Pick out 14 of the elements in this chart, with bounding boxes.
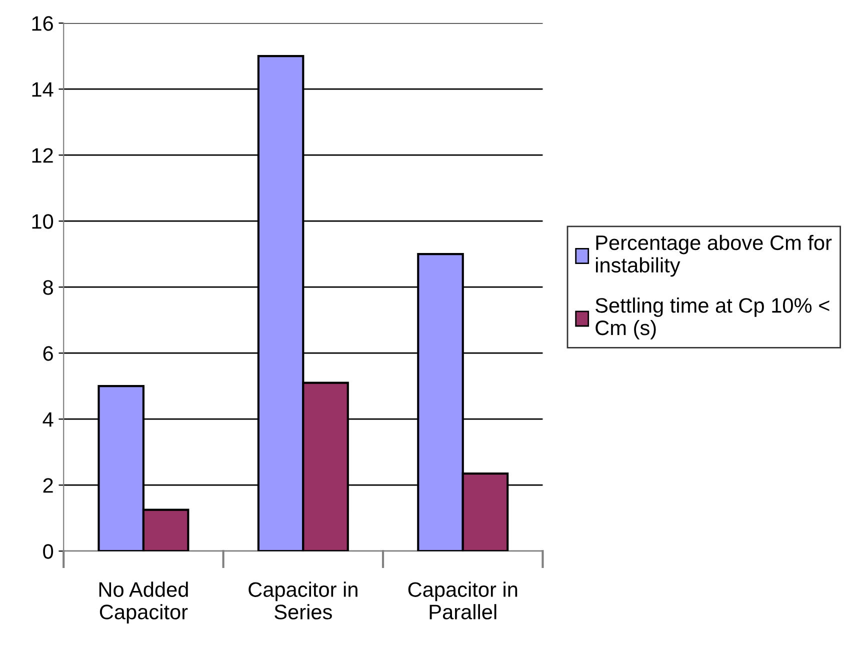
x-tick-label: Capacitor in Series (248, 582, 358, 620)
y-tick-label: 16 (32, 16, 53, 31)
y-tick-label: 8 (43, 280, 53, 295)
x-tick-label: No Added Capacitor (99, 582, 188, 624)
y-tick-label: 4 (42, 412, 54, 427)
y-tick-label: 0 (43, 544, 54, 559)
y-tick-label: 14 (32, 82, 54, 97)
x-tick-label: Capacitor in Parallel (408, 582, 518, 620)
y-tick-label: 6 (43, 346, 53, 361)
legend-label: Percentage above Cm for instability (596, 234, 832, 277)
y-tick-label: 12 (32, 148, 53, 163)
legend-label: Settling time at Cp 10% < Cm (s) (596, 298, 830, 340)
y-tick-label: 2 (43, 478, 53, 493)
y-tick-label: 10 (32, 214, 54, 229)
